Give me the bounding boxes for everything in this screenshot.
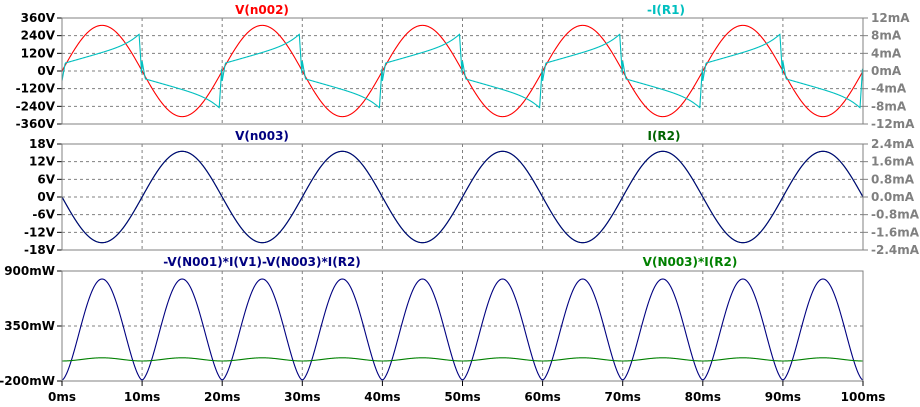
- right-tick-label: 0.8mA: [871, 172, 915, 186]
- trace--v-n001-i-v1-v-n003-i-r2-: [61, 278, 864, 381]
- left-tick-label: -240V: [16, 99, 56, 113]
- x-tick-label: 20ms: [204, 390, 240, 404]
- pane-1-grid: [62, 18, 863, 124]
- pane-3[interactable]: -V(N001)*I(V1)-V(N003)*I(R2) V(N003)*I(R…: [0, 255, 864, 388]
- trace-i-r2-: [61, 150, 864, 244]
- left-tick-label: -18V: [24, 243, 56, 257]
- right-tick-label: -12mA: [871, 117, 915, 131]
- pane-3-left-ticks: 900mW 350mW -200mW: [0, 264, 62, 388]
- left-tick-label: -360V: [16, 117, 56, 131]
- left-tick-label: 18V: [29, 137, 56, 151]
- pane-1-frame: [61, 17, 864, 125]
- x-tick-label: 0ms: [48, 390, 76, 404]
- left-tick-label: 360V: [21, 11, 56, 25]
- trace-v-n003-i-r2-: [62, 357, 863, 362]
- right-tick-label: 2.4mA: [871, 137, 915, 151]
- right-tick-label: -1.6mA: [871, 225, 920, 239]
- pane-3-grid: [62, 271, 863, 381]
- pane-2-grid: [62, 144, 863, 250]
- x-tick-label: 100ms: [841, 390, 886, 404]
- x-tick-label: 40ms: [364, 390, 400, 404]
- right-tick-label: 8mA: [871, 29, 902, 43]
- pane-2-left-ticks: 18V 12V 6V 0V -6V -12V -18V: [24, 137, 62, 257]
- pane-2-series-2-label: I(R2): [647, 129, 680, 143]
- left-tick-label: 900mW: [4, 264, 55, 278]
- x-tick-label: 60ms: [524, 390, 560, 404]
- right-tick-label: 1.6mA: [871, 155, 915, 169]
- x-axis-ticks: 0ms 10ms 20ms 30ms 40ms 50ms 60ms 70ms 80ms 90ms 1…: [48, 381, 885, 404]
- right-tick-label: 4mA: [871, 46, 902, 60]
- x-tick-label: 30ms: [284, 390, 320, 404]
- pane-1-left-ticks: 360V 240V 120V 0V -120V -240V -360V: [16, 11, 62, 131]
- right-tick-label: -8mA: [871, 99, 907, 113]
- right-tick-label: 0.0mA: [871, 190, 915, 204]
- pane-1-right-ticks: 12mA 8mA 4mA 0mA -4mA -8mA -12mA: [863, 11, 915, 131]
- pane-3-traces: [61, 278, 864, 381]
- pane-2-right-ticks: 2.4mA 1.6mA 0.8mA 0.0mA -0.8mA -1.6mA -2.4mA: [863, 137, 920, 257]
- left-tick-label: -12V: [24, 225, 56, 239]
- trace--i-r1-: [61, 33, 864, 109]
- pane-2-series-1-label: V(n003): [235, 129, 289, 143]
- left-tick-label: 0V: [37, 64, 55, 78]
- left-tick-label: 240V: [21, 29, 56, 43]
- left-tick-label: 12V: [29, 155, 56, 169]
- right-tick-label: -2.4mA: [871, 243, 920, 257]
- left-tick-label: -6V: [32, 208, 55, 222]
- x-tick-label: 50ms: [444, 390, 480, 404]
- left-tick-label: 6V: [37, 172, 55, 186]
- pane-1-series-2-label: -I(R1): [647, 3, 685, 17]
- pane-1-series-1-label: V(n002): [235, 3, 289, 17]
- pane-2[interactable]: V(n003) I(R2) 18V 12V 6V 0V -6V -12V -18V 2.4m…: [24, 129, 920, 257]
- pane-2-frame: [61, 143, 864, 251]
- pane-1[interactable]: V(n002) -I(R1) 360V 240V 120V 0V -120V -240V -…: [16, 3, 916, 131]
- pane-3-series-1-label: -V(N001)*I(V1)-V(N003)*I(R2): [163, 255, 361, 269]
- x-tick-label: 90ms: [765, 390, 801, 404]
- right-tick-label: 12mA: [871, 11, 910, 25]
- x-tick-label: 10ms: [124, 390, 160, 404]
- left-tick-label: 350mW: [4, 319, 55, 333]
- left-tick-label: 120V: [21, 46, 56, 60]
- left-tick-label: -200mW: [0, 374, 55, 388]
- left-tick-label: -120V: [16, 82, 56, 96]
- pane-3-series-2-label: V(N003)*I(R2): [643, 255, 738, 269]
- right-tick-label: 0mA: [871, 64, 902, 78]
- pane-1-traces: [61, 24, 864, 118]
- right-tick-label: -0.8mA: [871, 208, 920, 222]
- x-tick-label: 80ms: [685, 390, 721, 404]
- x-tick-label: 70ms: [605, 390, 641, 404]
- left-tick-label: 0V: [37, 190, 55, 204]
- right-tick-label: -4mA: [871, 82, 907, 96]
- pane-2-traces: [61, 150, 864, 244]
